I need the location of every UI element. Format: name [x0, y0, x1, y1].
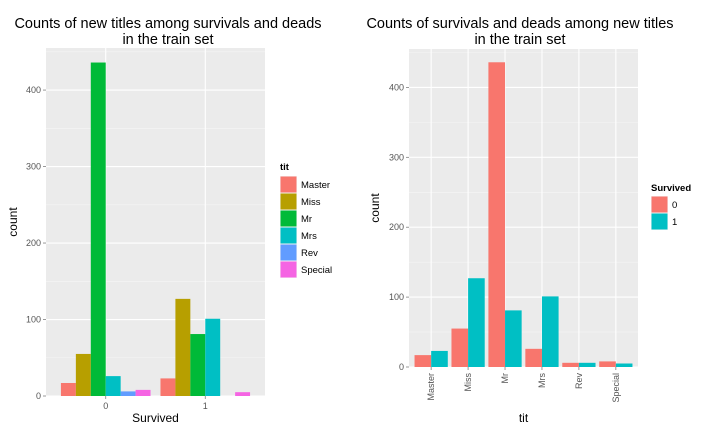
chart2-bar-1-special — [615, 363, 633, 367]
chart1-y-tick-label: 100 — [26, 315, 41, 325]
chart2-legend-label: 0 — [672, 200, 677, 211]
chart2-legend-key-0 — [651, 196, 668, 213]
chart1-legend-key-special — [280, 261, 297, 278]
chart2-x-tick-label: Special — [611, 373, 621, 403]
chart1-bar-mr-0 — [90, 62, 106, 397]
chart1-x-tick-label: 0 — [103, 401, 108, 411]
chart2-x-tick-label: Miss — [463, 373, 473, 392]
chart1-title-line-2: in the train set — [122, 32, 213, 48]
chart2-x-tick-label: Mr — [500, 373, 510, 384]
chart1-x-axis-title: Survived — [132, 411, 179, 425]
chart1-legend-title: tit — [280, 162, 290, 173]
chart1-bar-miss-0 — [75, 353, 91, 396]
chart2-bar-1-mrs — [541, 296, 559, 367]
chart2-bar-0-master — [414, 355, 432, 367]
chart2-bar-1-rev — [578, 362, 596, 367]
chart2-bar-1-miss — [468, 278, 485, 367]
chart1-x-tick-label: 1 — [203, 401, 208, 411]
chart2-bar-0-mrs — [525, 348, 542, 367]
chart2-bar-0-mr — [488, 62, 506, 368]
chart1-y-axis-title: count — [6, 207, 20, 237]
chart1-bar-mr-1 — [190, 334, 206, 396]
chart2-legend-key-1 — [651, 213, 668, 230]
chart1-panel-background — [46, 48, 265, 396]
chart2-y-axis-title: count — [368, 193, 382, 223]
chart1-bar-master-1 — [160, 378, 176, 396]
chart2-y-tick-label: 200 — [389, 222, 404, 232]
chart1-legend-label: Miss — [301, 197, 321, 208]
chart1-legend-key-master — [280, 176, 297, 193]
chart1-title-line-1: Counts of new titles among survivals and… — [14, 16, 321, 32]
chart2-bar-0-miss — [451, 328, 469, 367]
chart1-bar-special-0 — [135, 389, 151, 396]
chart1-bar-rev-0 — [120, 391, 136, 396]
chart2-panel-background — [409, 49, 638, 367]
chart1-legend-label: Master — [301, 180, 330, 191]
chart1-bar-special-1 — [235, 392, 251, 396]
chart2-title-line-1: Counts of survivals and deads among new … — [366, 16, 673, 32]
chart1-bar-mrs-1 — [205, 318, 221, 396]
chart1-y-tick-label: 400 — [26, 85, 41, 95]
chart1-legend-key-miss — [280, 193, 297, 210]
chart2-legend-title: Survived — [651, 183, 691, 194]
chart2-bar-0-rev — [562, 362, 579, 367]
chart2-x-axis-title: tit — [519, 411, 529, 425]
chart1-legend-key-mr — [280, 210, 297, 227]
chart1-bar-mrs-0 — [105, 376, 121, 396]
chart1-legend-label: Mrs — [301, 231, 317, 242]
chart2-bar-1-master — [431, 350, 448, 367]
chart2-title-line-2: in the train set — [474, 32, 565, 48]
chart2-bar-0-special — [599, 361, 616, 367]
chart1-y-tick-label: 200 — [26, 238, 41, 248]
chart1-legend-key-rev — [280, 244, 297, 261]
chart1-legend-label: Special — [301, 265, 332, 276]
chart1-legend-label: Rev — [301, 248, 318, 259]
chart1-legend-key-mrs — [280, 227, 297, 244]
chart1-y-tick-label: 0 — [36, 391, 41, 401]
chart2-legend-label: 1 — [672, 217, 677, 228]
chart2-y-tick-label: 100 — [389, 292, 404, 302]
chart2-x-tick-label: Mrs — [537, 373, 547, 388]
chart2-y-tick-label: 400 — [389, 82, 404, 92]
chart2-bar-1-mr — [505, 310, 522, 367]
chart2-y-tick-label: 0 — [399, 362, 404, 372]
chart1-legend-label: Mr — [301, 214, 312, 225]
chart2-x-tick-label: Master — [426, 373, 436, 401]
chart2-x-tick-label: Rev — [574, 373, 584, 390]
chart2-y-tick-label: 300 — [389, 152, 404, 162]
chart1-bar-master-0 — [60, 382, 76, 396]
chart1-bar-miss-1 — [175, 298, 191, 396]
chart1-y-tick-label: 300 — [26, 162, 41, 172]
